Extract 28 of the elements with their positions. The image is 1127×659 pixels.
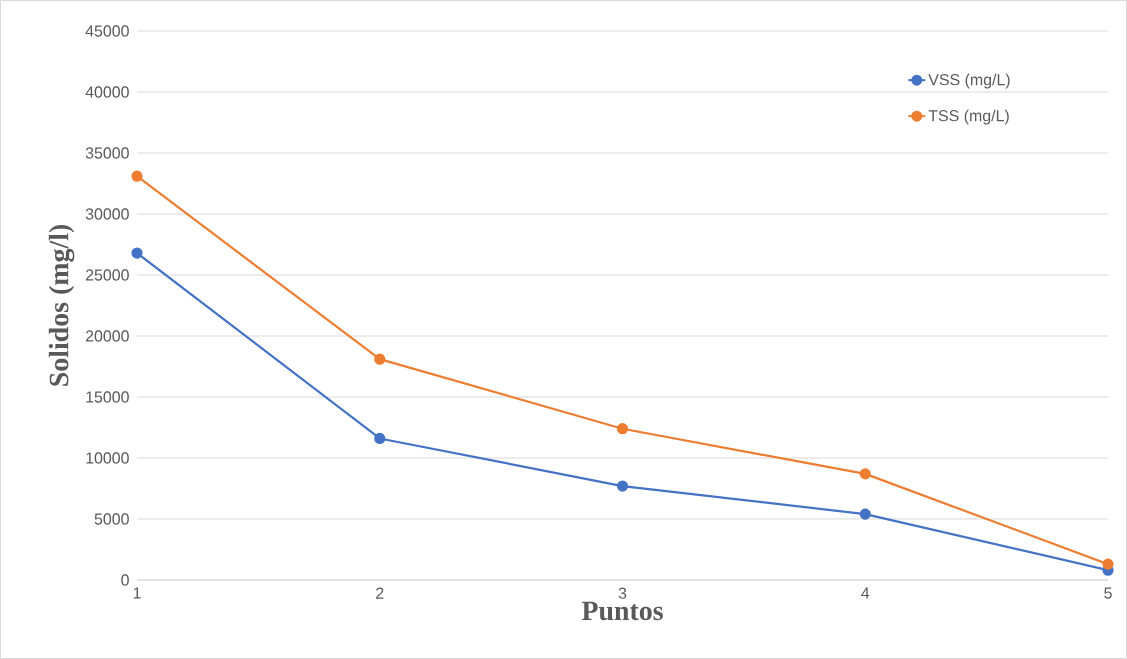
x-tick-label: 1 xyxy=(133,587,141,599)
legend-label: VSS (mg/L) xyxy=(928,73,1010,89)
point xyxy=(1102,558,1114,570)
y-tick-label: 20000 xyxy=(85,330,129,342)
legend-label: TSS (mg/L) xyxy=(928,109,1009,125)
x-tick-label: 2 xyxy=(376,587,384,599)
y-tick-label: 35000 xyxy=(85,147,129,159)
y-tick-label: 0 xyxy=(121,574,129,586)
point xyxy=(131,170,143,182)
point xyxy=(131,247,143,259)
y-tick-label: 25000 xyxy=(85,269,129,281)
x-axis-title: Puntos xyxy=(581,601,663,621)
x-tick-label: 5 xyxy=(1104,587,1112,599)
point xyxy=(859,468,871,480)
y-tick-label: 45000 xyxy=(85,25,129,37)
point xyxy=(859,508,871,520)
point xyxy=(374,432,386,445)
x-tick-label: 4 xyxy=(861,587,870,599)
y-tick-label: 10000 xyxy=(86,452,129,464)
y-tick-label: 40000 xyxy=(85,86,129,98)
x-tick-label: 3 xyxy=(618,587,627,599)
y-tick-label: 5000 xyxy=(94,513,129,525)
y-tick-label: 30000 xyxy=(85,208,129,220)
point xyxy=(374,353,386,365)
point xyxy=(616,423,629,435)
point xyxy=(616,480,629,492)
y-tick-label: 15000 xyxy=(86,391,129,403)
y-axis-title: Solidos (mg/l) xyxy=(48,224,75,386)
